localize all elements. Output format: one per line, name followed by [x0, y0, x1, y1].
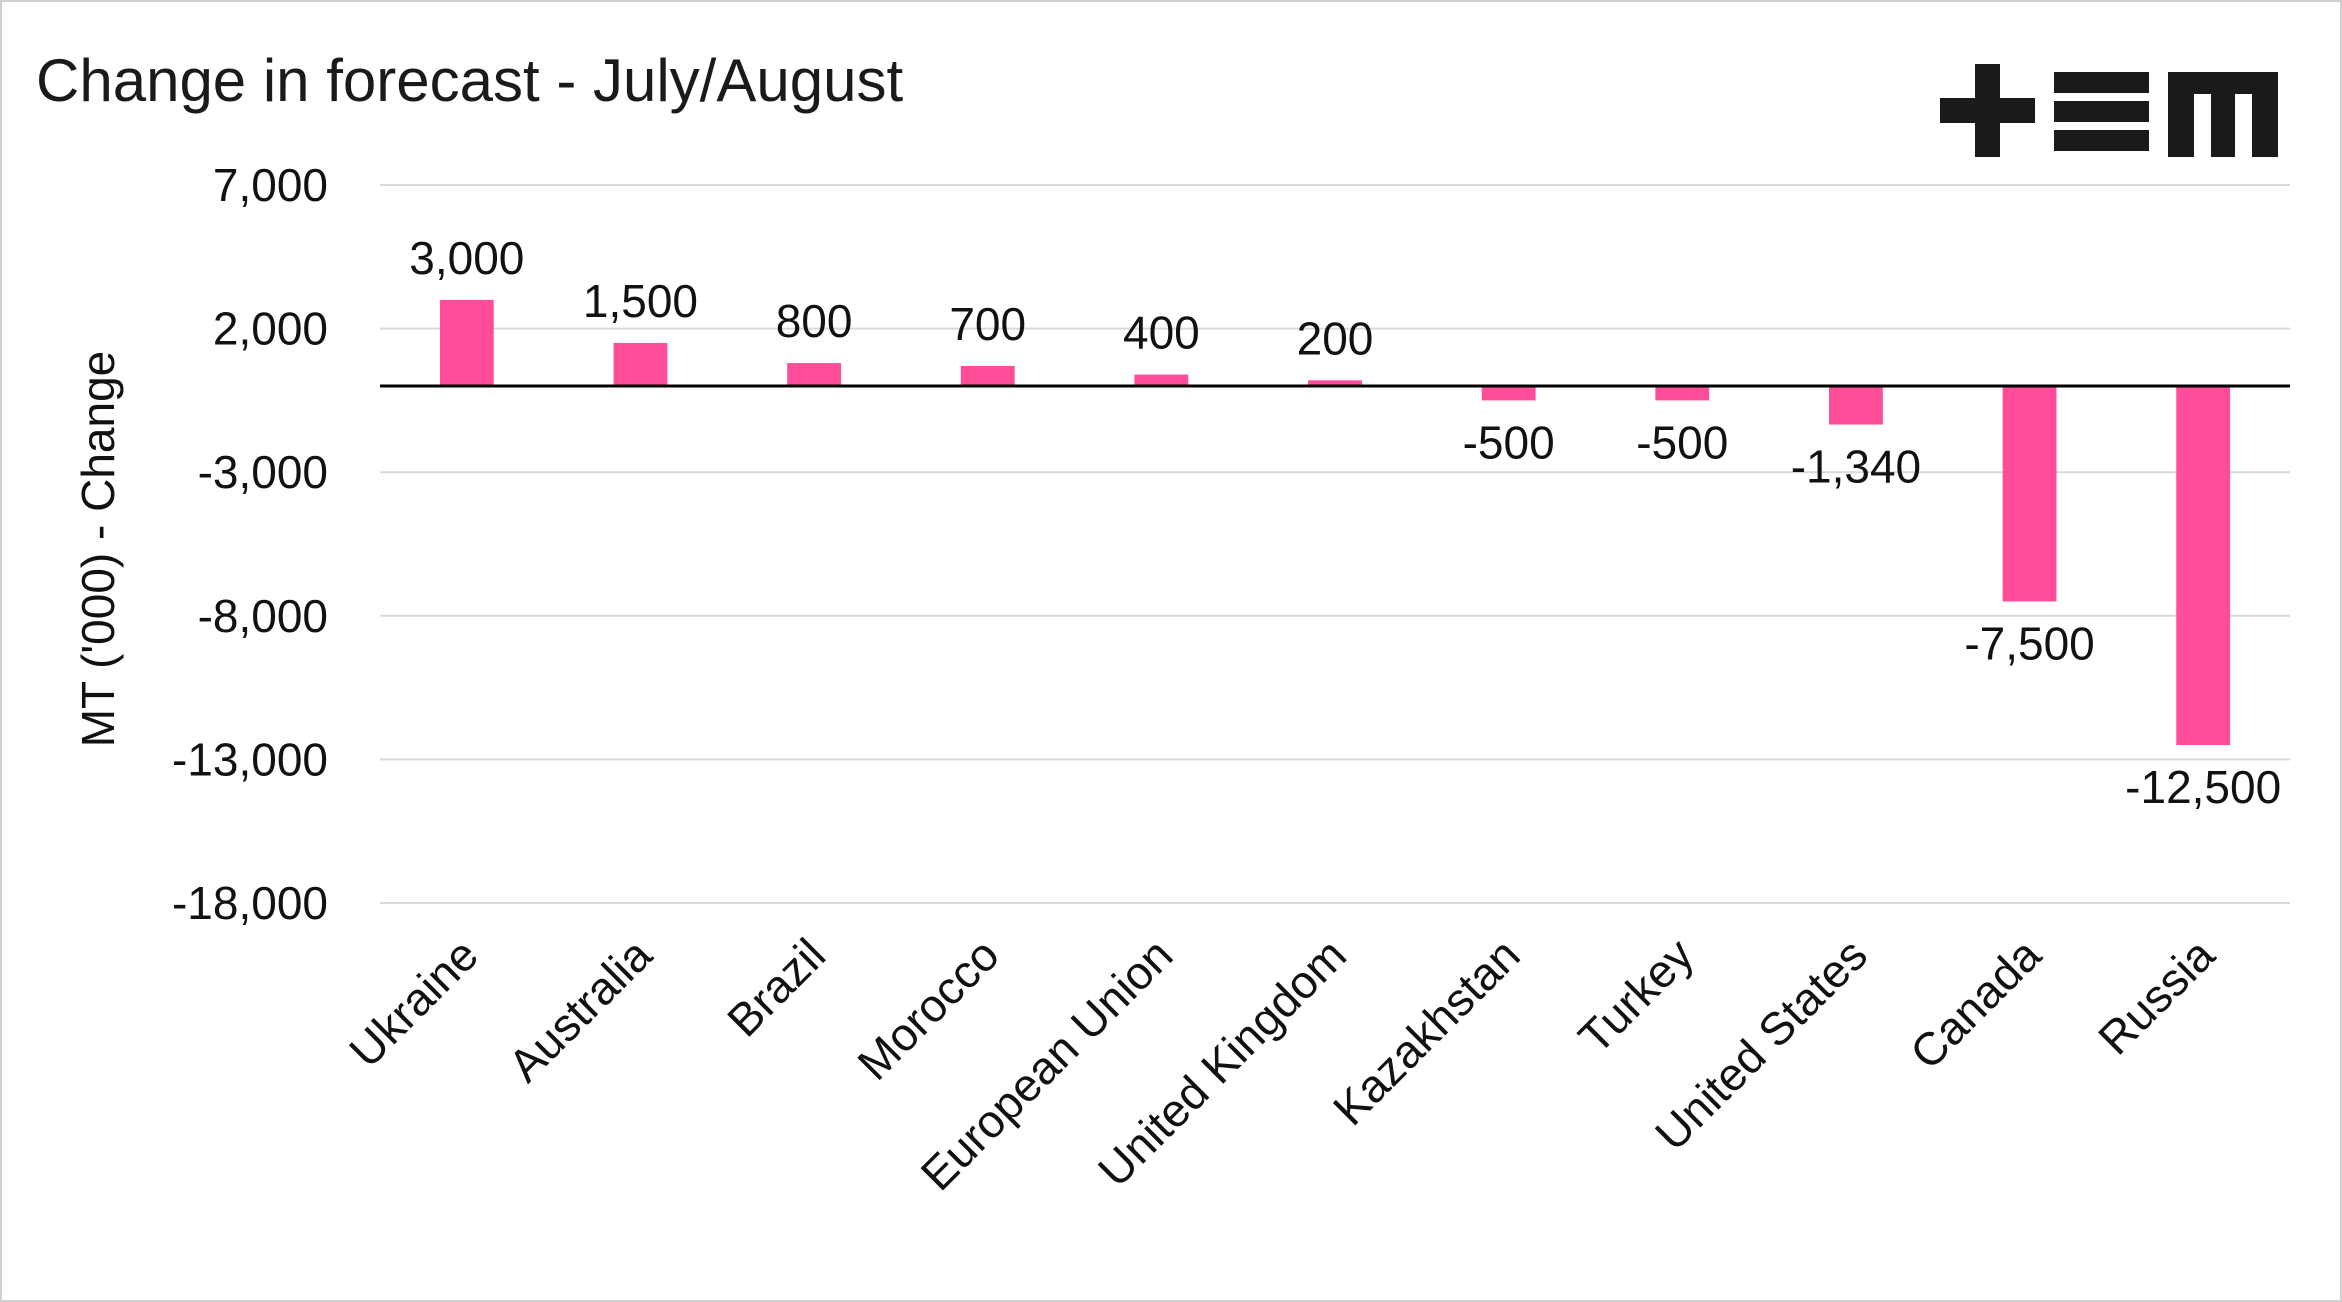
y-tick-label: 2,000: [213, 303, 328, 355]
bar: [1828, 386, 1883, 425]
x-tick-label: Morocco: [847, 928, 1008, 1089]
data-label: 1,500: [583, 275, 698, 327]
data-label: 800: [776, 295, 853, 347]
tem-logo: [1940, 64, 2280, 163]
x-tick-label: Kazakhstan: [1323, 928, 1530, 1135]
data-label: 3,000: [409, 232, 524, 284]
bar: [2176, 386, 2231, 746]
y-tick-labels: 7,000 2,000 -3,000 -8,000 -13,000 -18,000: [172, 159, 328, 929]
bar: [960, 365, 1015, 387]
data-label: 200: [1297, 312, 1374, 364]
bar: [1134, 374, 1189, 387]
y-tick-label: -8,000: [198, 590, 328, 642]
y-tick-label: 7,000: [213, 159, 328, 211]
x-tick-label: Ukraine: [339, 928, 488, 1077]
chart-title: Change in forecast - July/August: [36, 47, 904, 114]
data-labels: 3,000 1,500 800 700 400 200 -500 -500 -1,340 -7,5…: [409, 232, 2281, 813]
bar: [1655, 386, 1710, 401]
data-label: 400: [1123, 307, 1200, 359]
data-label: -1,340: [1791, 441, 1921, 493]
x-tick-label: Australia: [498, 928, 662, 1092]
x-tick-label: Brazil: [717, 928, 835, 1046]
data-label: -500: [1636, 416, 1728, 468]
bar: [1308, 380, 1362, 387]
y-tick-label: -18,000: [172, 877, 328, 929]
y-axis-title: MT ('000) - Change: [72, 351, 124, 748]
bar: [2002, 386, 2057, 602]
gridlines: [380, 184, 2290, 904]
x-tick-label: Russia: [2088, 928, 2224, 1064]
bar: [613, 342, 668, 387]
data-label: -12,500: [2125, 761, 2281, 813]
y-tick-label: -13,000: [172, 733, 328, 785]
y-tick-label: -3,000: [198, 446, 328, 498]
data-label: -500: [1463, 416, 1555, 468]
x-tick-label: Canada: [1900, 928, 2051, 1079]
bars: [439, 299, 2231, 746]
bar: [1481, 386, 1536, 401]
x-tick-label: Turkey: [1568, 928, 1703, 1063]
data-label: -7,500: [1964, 617, 2094, 669]
bar: [787, 363, 842, 387]
data-label: 700: [949, 298, 1026, 350]
bar: [439, 299, 494, 387]
